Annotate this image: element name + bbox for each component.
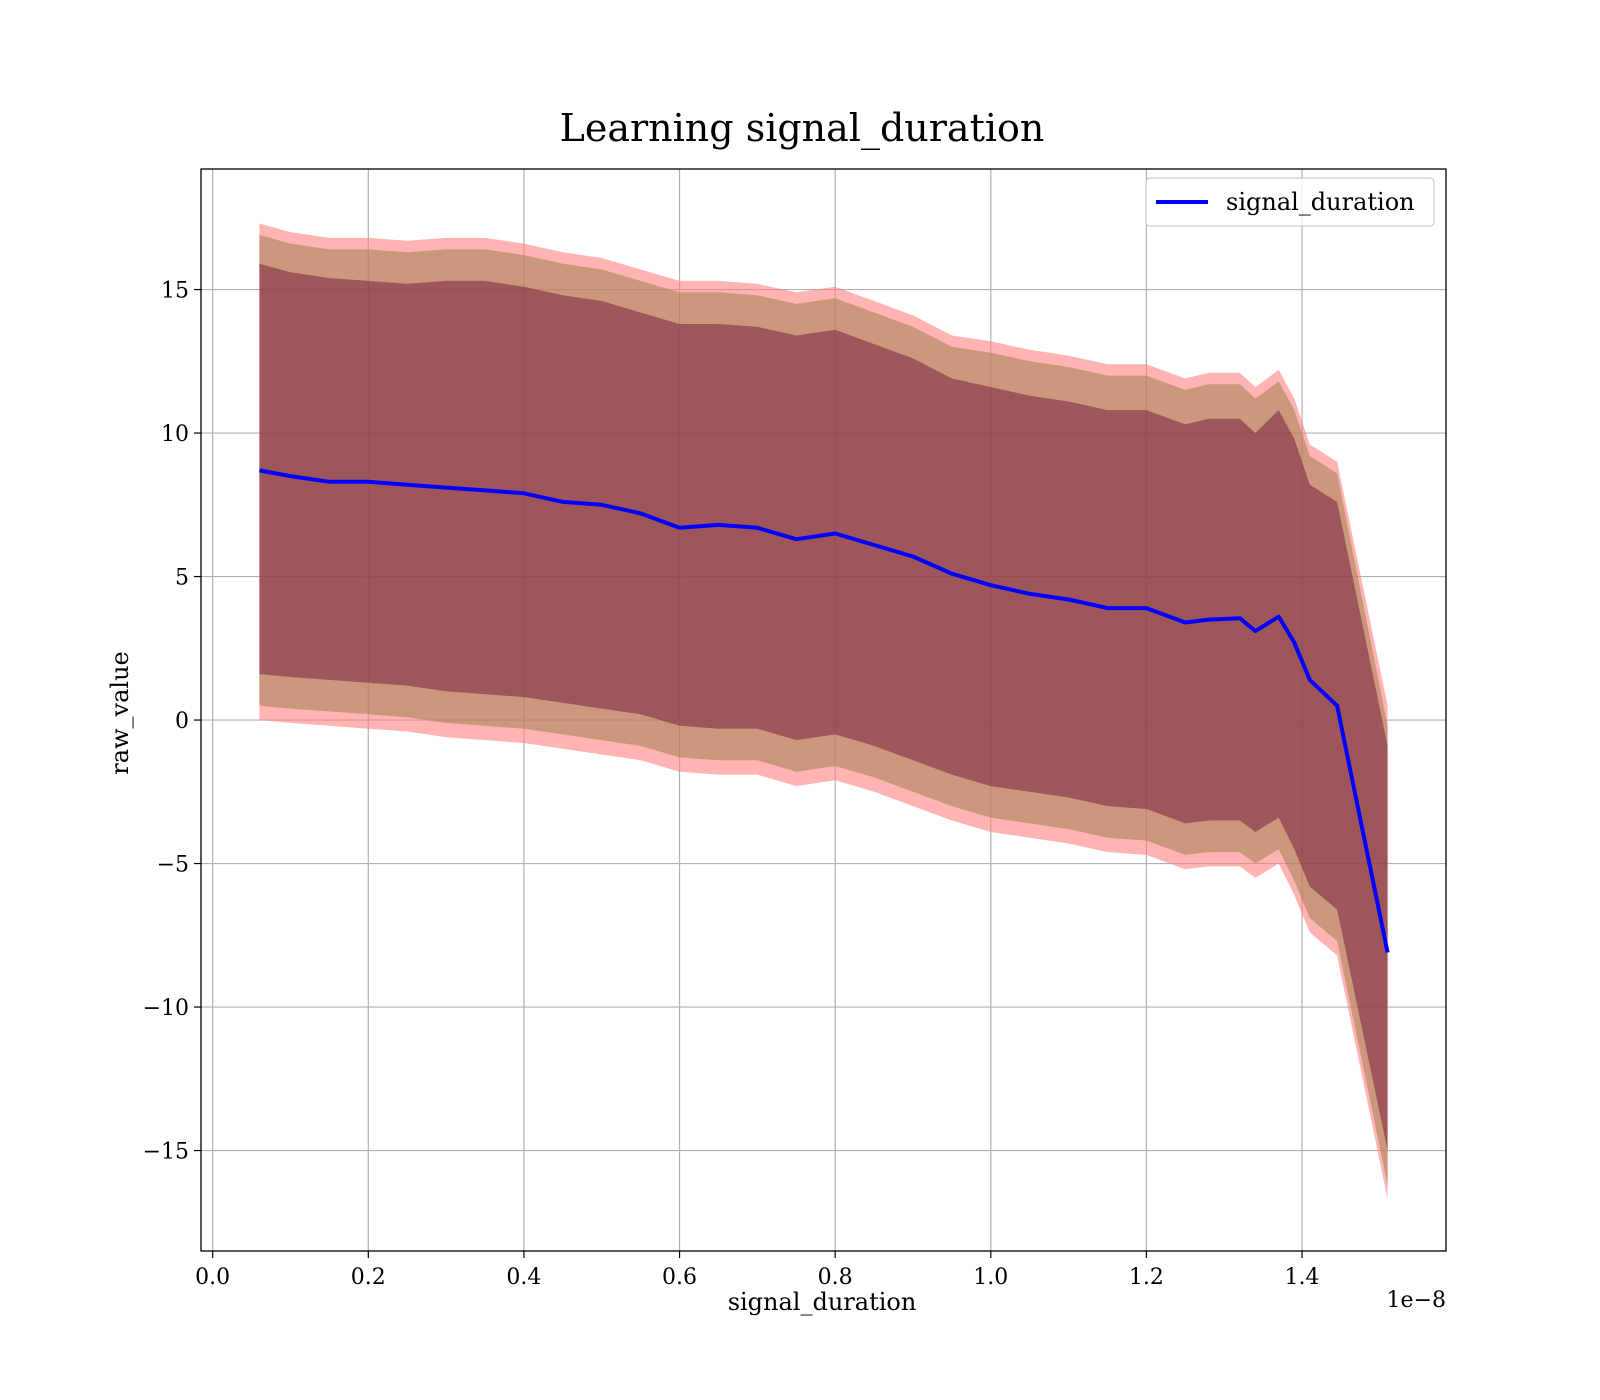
y-tick-label: 0 [175,709,189,734]
plot-area-frame [200,168,1447,1252]
legend: signal_duration [1145,177,1435,227]
x-tick-label: 0.8 [818,1265,853,1290]
y-tick-label: 5 [175,566,189,591]
x-axis-label: signal_duration [728,1288,917,1316]
legend-entry-signal-duration: signal_duration [1226,188,1415,216]
inner-band [259,263,1388,1151]
x-tick-label: 1.2 [1129,1265,1164,1290]
y-tick-label: −5 [157,853,189,878]
y-axis-label: raw_value [106,651,134,775]
y-tick-label: 15 [161,279,189,304]
legend-box [1145,177,1435,227]
series-lines [259,468,1390,953]
x-tick-label: 0.0 [195,1265,230,1290]
axis-ticks: 0.0 0.2 0.4 0.6 0.8 1.0 1.2 1.4 15 10 5 0 −5 −10 −15 [143,279,1320,1290]
x-tick-label: 1.0 [973,1265,1008,1290]
x-axis-offset-text: 1e−8 [1387,1288,1446,1313]
confidence-bands [259,223,1388,1200]
x-tick-label: 1.4 [1285,1265,1320,1290]
x-tick-label: 0.4 [506,1265,541,1290]
chart-title: Learning signal_duration [560,106,1045,151]
x-tick-label: 0.2 [351,1265,386,1290]
series-line-signal-duration [259,468,1390,953]
y-tick-label: 10 [161,422,189,447]
y-tick-label: −15 [143,1140,189,1165]
y-tick-label: −10 [143,996,189,1021]
x-tick-label: 0.6 [662,1265,697,1290]
